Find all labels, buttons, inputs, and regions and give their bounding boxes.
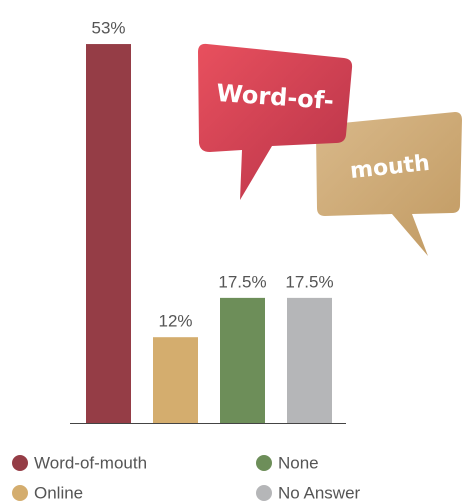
bar — [86, 44, 131, 424]
legend-swatch — [12, 485, 28, 501]
value-label: 17.5% — [218, 272, 266, 291]
legend-swatch — [256, 455, 272, 471]
callout-bubble — [198, 43, 353, 201]
legend-label: Online — [34, 483, 83, 502]
callout-bubble — [316, 112, 462, 256]
legend-label: Word-of-mouth — [34, 453, 147, 472]
value-label: 17.5% — [285, 272, 333, 291]
legend-swatch — [12, 455, 28, 471]
legend-label: None — [278, 453, 319, 472]
legend-swatch — [256, 485, 272, 501]
bar — [220, 297, 265, 423]
value-label: 12% — [158, 312, 192, 331]
value-label: 53% — [91, 19, 125, 38]
bar — [153, 337, 198, 423]
legend-label: No Answer — [278, 483, 361, 502]
bar — [287, 297, 332, 423]
